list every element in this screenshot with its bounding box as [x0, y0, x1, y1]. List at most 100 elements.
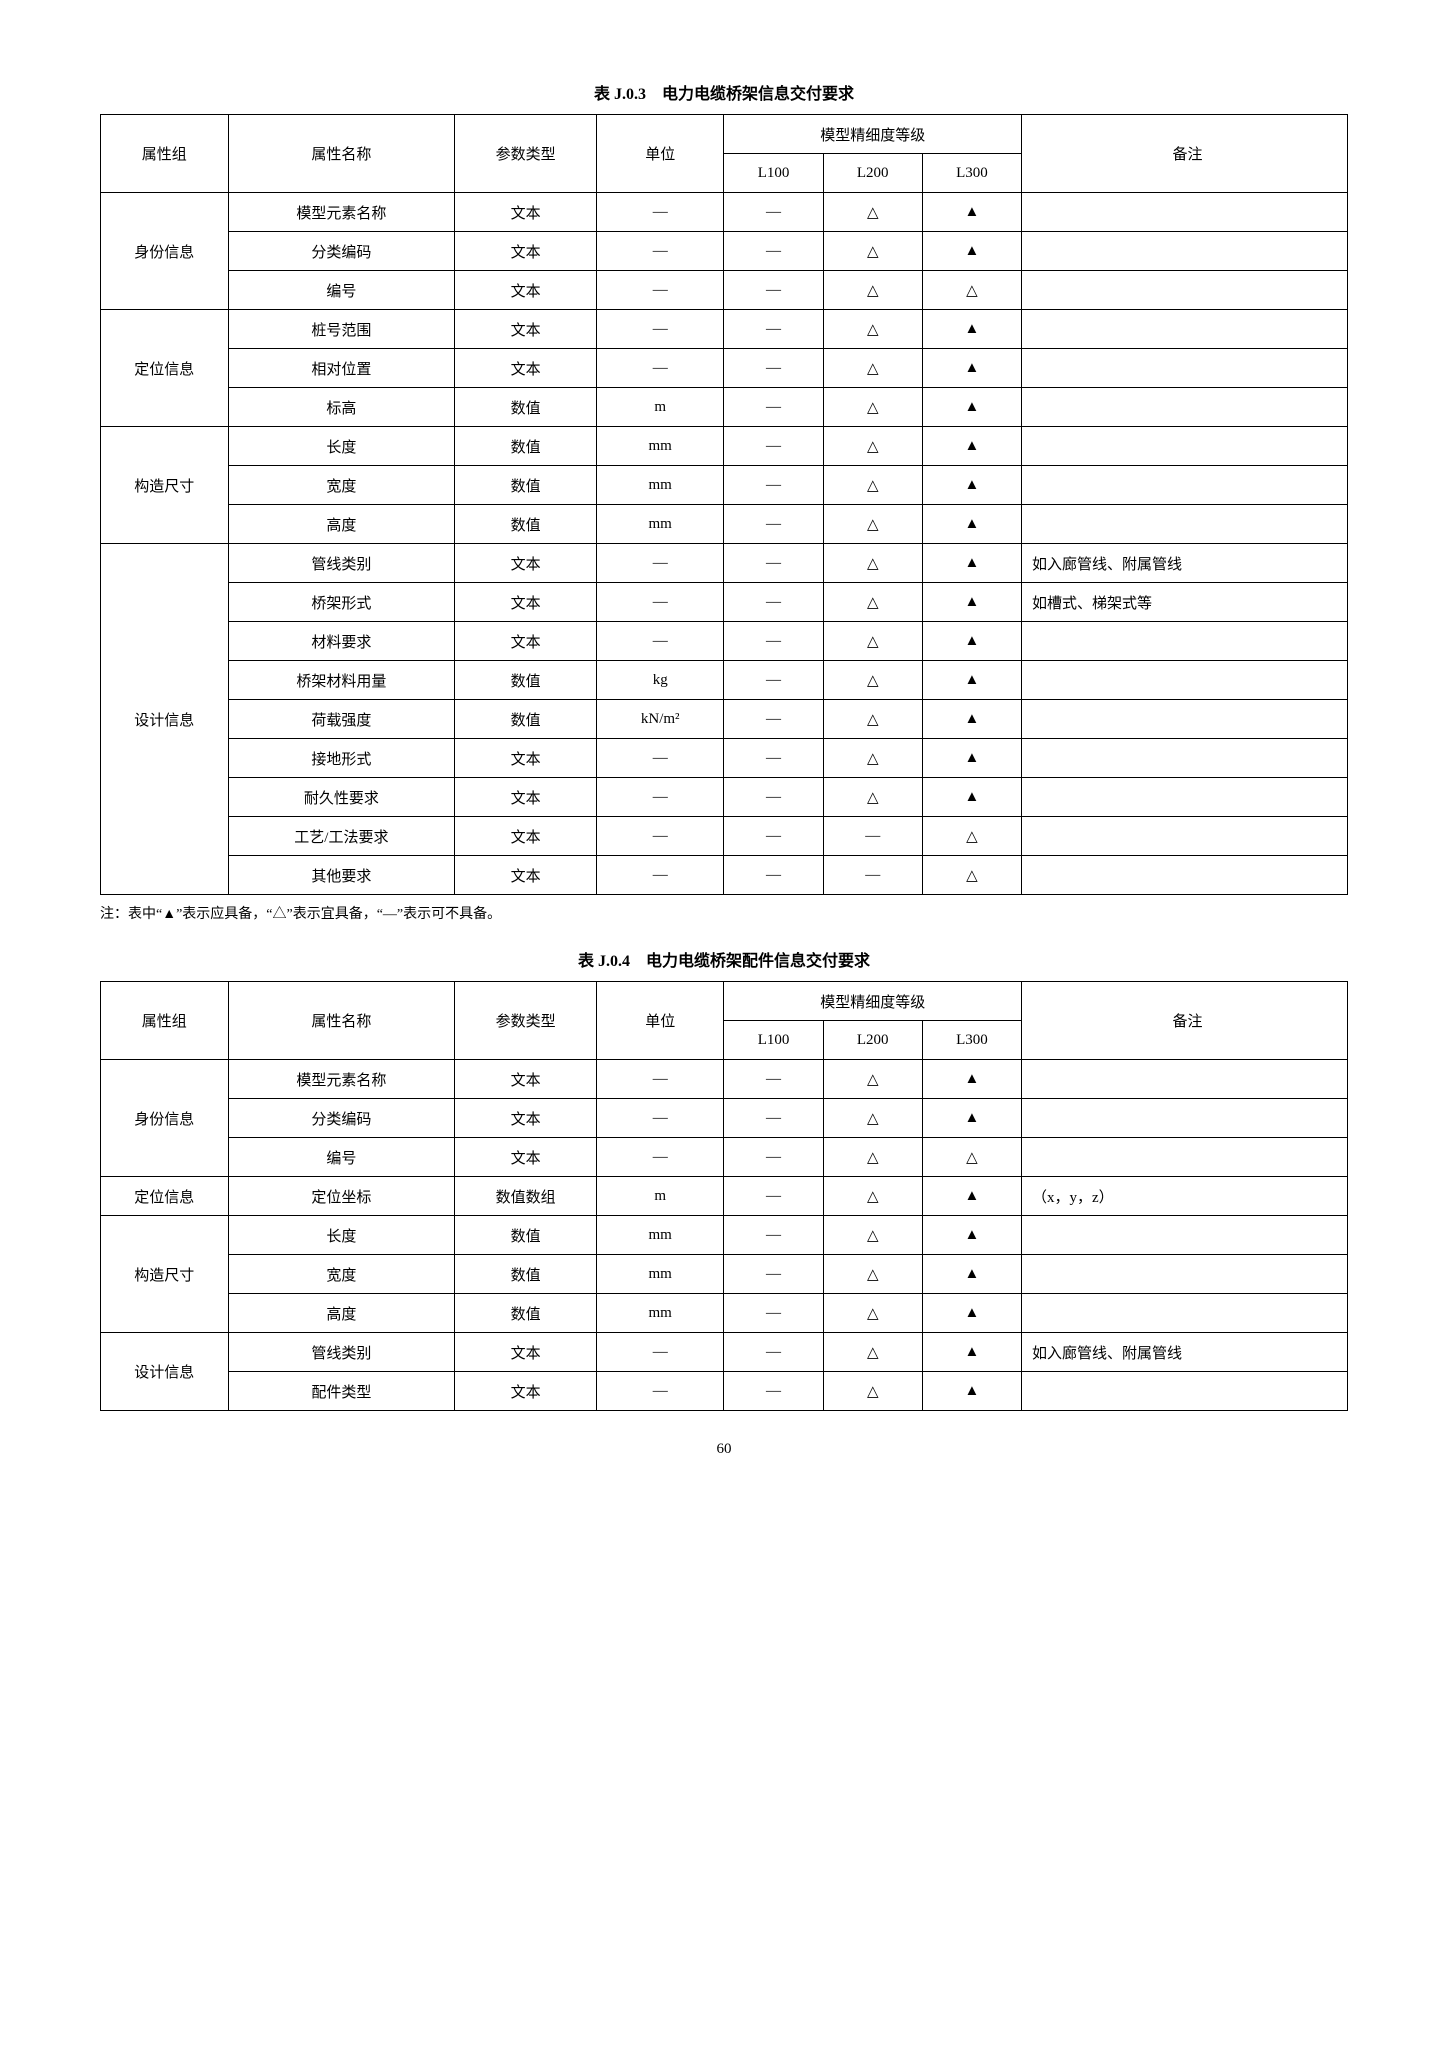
- cell-l200: △: [823, 1216, 922, 1255]
- table-row: 其他要求文本———△: [101, 856, 1348, 895]
- table-row: 分类编码文本——△▲: [101, 1099, 1348, 1138]
- cell-l100: —: [724, 661, 823, 700]
- cell-l100: —: [724, 271, 823, 310]
- cell-name: 耐久性要求: [228, 778, 455, 817]
- table-row: 身份信息模型元素名称文本——△▲: [101, 1060, 1348, 1099]
- cell-unit: —: [596, 817, 724, 856]
- cell-l200: △: [823, 466, 922, 505]
- th-ptype: 参数类型: [455, 115, 597, 193]
- cell-l200: △: [823, 1177, 922, 1216]
- table-row: 设计信息管线类别文本——△▲如入廊管线、附属管线: [101, 544, 1348, 583]
- cell-l100: —: [724, 856, 823, 895]
- cell-l100: —: [724, 232, 823, 271]
- th-unit: 单位: [596, 115, 724, 193]
- cell-l300: ▲: [922, 310, 1021, 349]
- cell-remark: [1022, 700, 1348, 739]
- cell-l300: ▲: [922, 193, 1021, 232]
- table1-note: 注：表中“▲”表示应具备，“△”表示宜具备，“—”表示可不具备。: [100, 903, 1348, 923]
- cell-ptype: 数值: [455, 505, 597, 544]
- cell-l300: ▲: [922, 1255, 1021, 1294]
- cell-remark: [1022, 1294, 1348, 1333]
- cell-remark: 如入廊管线、附属管线: [1022, 544, 1348, 583]
- cell-l200: △: [823, 1255, 922, 1294]
- table-row: 构造尺寸长度数值mm—△▲: [101, 1216, 1348, 1255]
- cell-ptype: 数值: [455, 427, 597, 466]
- cell-group: 构造尺寸: [101, 427, 229, 544]
- cell-l100: —: [724, 193, 823, 232]
- table2: 属性组 属性名称 参数类型 单位 模型精细度等级 备注 L100 L200 L3…: [100, 981, 1348, 1411]
- cell-l100: —: [724, 739, 823, 778]
- cell-ptype: 文本: [455, 1333, 597, 1372]
- th-name: 属性名称: [228, 982, 455, 1060]
- cell-unit: —: [596, 193, 724, 232]
- cell-ptype: 文本: [455, 583, 597, 622]
- cell-remark: （x，y，z）: [1022, 1177, 1348, 1216]
- cell-unit: —: [596, 1372, 724, 1411]
- cell-group: 构造尺寸: [101, 1216, 229, 1333]
- cell-unit: —: [596, 349, 724, 388]
- cell-name: 工艺/工法要求: [228, 817, 455, 856]
- cell-remark: [1022, 661, 1348, 700]
- cell-name: 模型元素名称: [228, 1060, 455, 1099]
- cell-l100: —: [724, 505, 823, 544]
- cell-ptype: 文本: [455, 271, 597, 310]
- cell-remark: [1022, 232, 1348, 271]
- cell-remark: 如槽式、梯架式等: [1022, 583, 1348, 622]
- cell-unit: —: [596, 1138, 724, 1177]
- cell-l300: ▲: [922, 1333, 1021, 1372]
- table-row: 相对位置文本——△▲: [101, 349, 1348, 388]
- cell-remark: [1022, 778, 1348, 817]
- th-l300: L300: [922, 154, 1021, 193]
- table-row: 定位信息定位坐标数值数组m—△▲（x，y，z）: [101, 1177, 1348, 1216]
- cell-name: 宽度: [228, 466, 455, 505]
- cell-unit: —: [596, 1060, 724, 1099]
- cell-l100: —: [724, 1177, 823, 1216]
- cell-l100: —: [724, 1138, 823, 1177]
- cell-l200: △: [823, 1099, 922, 1138]
- cell-ptype: 数值: [455, 1294, 597, 1333]
- cell-l300: ▲: [922, 466, 1021, 505]
- table-row: 编号文本——△△: [101, 1138, 1348, 1177]
- cell-l100: —: [724, 817, 823, 856]
- table-row: 材料要求文本——△▲: [101, 622, 1348, 661]
- table-row: 桥架材料用量数值kg—△▲: [101, 661, 1348, 700]
- th-unit: 单位: [596, 982, 724, 1060]
- cell-ptype: 文本: [455, 1372, 597, 1411]
- cell-l100: —: [724, 1216, 823, 1255]
- cell-l300: ▲: [922, 427, 1021, 466]
- cell-name: 材料要求: [228, 622, 455, 661]
- cell-l100: —: [724, 1099, 823, 1138]
- th-l200: L200: [823, 1021, 922, 1060]
- cell-l200: △: [823, 271, 922, 310]
- cell-l100: —: [724, 427, 823, 466]
- cell-l300: ▲: [922, 1294, 1021, 1333]
- cell-ptype: 文本: [455, 232, 597, 271]
- cell-l200: △: [823, 427, 922, 466]
- th-level-group: 模型精细度等级: [724, 982, 1022, 1021]
- cell-l100: —: [724, 388, 823, 427]
- th-l200: L200: [823, 154, 922, 193]
- cell-name: 高度: [228, 1294, 455, 1333]
- th-remark: 备注: [1022, 115, 1348, 193]
- cell-ptype: 文本: [455, 544, 597, 583]
- cell-remark: [1022, 505, 1348, 544]
- cell-l300: ▲: [922, 622, 1021, 661]
- cell-ptype: 数值: [455, 388, 597, 427]
- cell-l300: ▲: [922, 739, 1021, 778]
- table-row: 配件类型文本——△▲: [101, 1372, 1348, 1411]
- table1-head: 属性组 属性名称 参数类型 单位 模型精细度等级 备注 L100 L200 L3…: [101, 115, 1348, 193]
- th-ptype: 参数类型: [455, 982, 597, 1060]
- cell-remark: [1022, 1255, 1348, 1294]
- cell-unit: mm: [596, 427, 724, 466]
- cell-group: 设计信息: [101, 1333, 229, 1411]
- cell-ptype: 文本: [455, 193, 597, 232]
- cell-remark: [1022, 622, 1348, 661]
- table2-head: 属性组 属性名称 参数类型 单位 模型精细度等级 备注 L100 L200 L3…: [101, 982, 1348, 1060]
- cell-remark: [1022, 1099, 1348, 1138]
- cell-l300: ▲: [922, 349, 1021, 388]
- table-row: 定位信息桩号范围文本——△▲: [101, 310, 1348, 349]
- cell-l300: ▲: [922, 544, 1021, 583]
- cell-unit: —: [596, 310, 724, 349]
- cell-unit: —: [596, 544, 724, 583]
- table-row: 耐久性要求文本——△▲: [101, 778, 1348, 817]
